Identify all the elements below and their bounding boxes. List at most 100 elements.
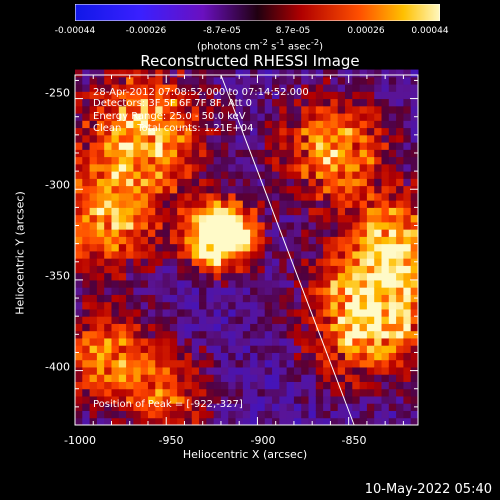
- heatmap-cell: [250, 84, 258, 92]
- heatmap-cell: [374, 250, 383, 259]
- heatmap-cell: [75, 352, 83, 361]
- heatmap-cell: [206, 214, 215, 223]
- heatmap-cell: [308, 200, 317, 208]
- heatmap-cell: [126, 352, 134, 361]
- heatmap-cell: [315, 381, 324, 390]
- heatmap-cell: [228, 178, 237, 187]
- heatmap-cell: [301, 142, 310, 150]
- heatmap-cell: [345, 316, 353, 324]
- heatmap-cell: [352, 301, 361, 310]
- heatmap-cell: [286, 229, 295, 237]
- heatmap-cell: [250, 134, 258, 143]
- heatmap-cell: [388, 395, 397, 404]
- heatmap-cell: [337, 381, 346, 390]
- heatmap-cell: [89, 250, 98, 259]
- heatmap-cell: [308, 127, 317, 136]
- heatmap-cell: [82, 417, 91, 426]
- heatmap-cell: [140, 359, 149, 368]
- heatmap-cell: [75, 229, 83, 237]
- heatmap-cell: [111, 229, 120, 237]
- heatmap-cell: [366, 287, 375, 295]
- heatmap-cell: [257, 337, 266, 346]
- heatmap-cell: [264, 352, 273, 361]
- heatmap-cell: [381, 308, 390, 317]
- heatmap-cell: [337, 91, 346, 100]
- heatmap-cell: [155, 120, 164, 129]
- heatmap-cell: [359, 403, 368, 411]
- heatmap-cell: [286, 316, 295, 324]
- heatmap-cell: [213, 236, 222, 245]
- heatmap-cell: [410, 69, 419, 78]
- heatmap-cell: [352, 171, 361, 179]
- heatmap-cell: [242, 301, 251, 310]
- heatmap-cell: [308, 374, 317, 382]
- heatmap-cell: [89, 323, 98, 332]
- heatmap-cell: [366, 279, 375, 288]
- heatmap-cell: [96, 316, 105, 324]
- heatmap-cell: [104, 323, 112, 332]
- heatmap-cell: [89, 374, 98, 382]
- heatmap-cell: [272, 171, 280, 179]
- heatmap-cell: [293, 192, 302, 201]
- heatmap-cell: [264, 76, 273, 85]
- heatmap-cell: [301, 178, 310, 187]
- heatmap-cell: [272, 229, 280, 237]
- heatmap-cell: [104, 330, 112, 339]
- heatmap-cell: [162, 192, 171, 201]
- heatmap-cell: [337, 330, 346, 339]
- heatmap-cell: [352, 221, 361, 230]
- heatmap-cell: [220, 388, 229, 397]
- heatmap-cell: [82, 171, 91, 179]
- heatmap-cell: [359, 236, 368, 245]
- heatmap-cell: [264, 308, 273, 317]
- heatmap-cell: [410, 345, 419, 353]
- heatmap-cell: [308, 229, 317, 237]
- heatmap-cell: [279, 316, 288, 324]
- heatmap-cell: [308, 69, 317, 78]
- heatmap-cell: [184, 395, 193, 404]
- heatmap-cell: [147, 98, 156, 107]
- heatmap-cell: [147, 236, 156, 245]
- heatmap-cell: [301, 207, 310, 216]
- heatmap-cell: [388, 374, 397, 382]
- heatmap-cell: [111, 76, 120, 85]
- heatmap-cell: [133, 113, 142, 121]
- heatmap-cell: [96, 359, 105, 368]
- heatmap-cell: [352, 316, 361, 324]
- heatmap-cell: [388, 192, 397, 201]
- heatmap-cell: [169, 366, 178, 375]
- heatmap-cell: [323, 388, 331, 397]
- heatmap-cell: [337, 113, 346, 121]
- heatmap-cell: [184, 258, 193, 266]
- heatmap-cell: [155, 410, 164, 419]
- heatmap-cell: [184, 279, 193, 288]
- heatmap-cell: [286, 395, 295, 404]
- heatmap-cell: [89, 69, 98, 78]
- heatmap-cell: [330, 323, 339, 332]
- heatmap-cell: [177, 388, 185, 397]
- heatmap-cell: [111, 294, 120, 303]
- heatmap-cell: [286, 388, 295, 397]
- heatmap-cell: [82, 403, 91, 411]
- heatmap-cell: [104, 84, 112, 92]
- heatmap-cell: [133, 250, 142, 259]
- heatmap-cell: [169, 287, 178, 295]
- heatmap-cell: [147, 301, 156, 310]
- heatmap-cell: [89, 178, 98, 187]
- heatmap-cell: [381, 272, 390, 281]
- heatmap-cell: [315, 294, 324, 303]
- heatmap-cell: [89, 156, 98, 165]
- heatmap-cell: [257, 229, 266, 237]
- heatmap-cell: [169, 359, 178, 368]
- heatmap-cell: [272, 374, 280, 382]
- heatmap-cell: [162, 308, 171, 317]
- heatmap-cell: [155, 207, 164, 216]
- heatmap-cell: [286, 236, 295, 245]
- heatmap-cell: [162, 221, 171, 230]
- heatmap-cell: [82, 301, 91, 310]
- heatmap-cell: [250, 229, 258, 237]
- y-tick-label: -400: [45, 360, 70, 374]
- heatmap-cell: [147, 76, 156, 85]
- heatmap-cell: [89, 200, 98, 208]
- heatmap-cell: [242, 243, 251, 252]
